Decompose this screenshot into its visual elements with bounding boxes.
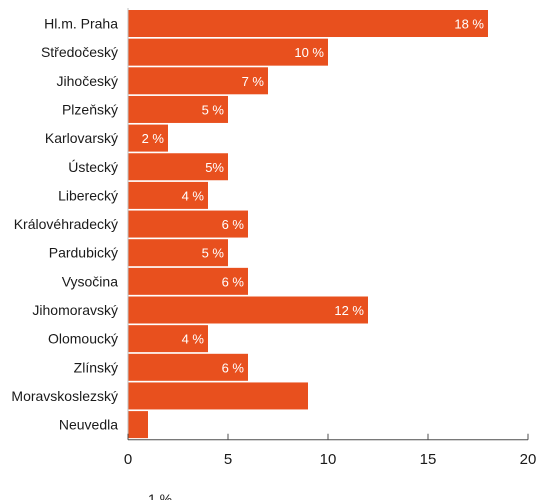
bar — [128, 267, 248, 295]
category-label: Moravskoslezský — [11, 388, 118, 404]
data-label: 4 % — [182, 188, 205, 203]
data-label: 5 % — [202, 246, 225, 261]
data-label: 2 % — [142, 131, 165, 146]
category-label: Ústecký — [68, 159, 118, 175]
data-label: 18 % — [454, 17, 484, 32]
data-label: 5 % — [202, 102, 225, 117]
outside-data-label: 1 % — [148, 491, 172, 500]
bar — [128, 181, 208, 209]
x-tick-label: 5 — [224, 451, 232, 468]
category-label: Královéhradecký — [14, 216, 118, 232]
x-tick-label: 15 — [420, 451, 437, 468]
category-label: Jihočeský — [57, 73, 118, 89]
category-label: Vysočina — [62, 273, 119, 289]
category-label: Pardubický — [49, 245, 118, 261]
x-tick-label: 20 — [520, 451, 537, 468]
bar — [128, 10, 488, 37]
category-label: Zlínský — [74, 359, 118, 375]
bar — [128, 296, 368, 324]
bar — [128, 67, 268, 95]
category-label: Jihomoravský — [32, 302, 118, 318]
bar — [128, 325, 208, 353]
data-label: 6 % — [222, 360, 245, 375]
category-label: Liberecký — [58, 187, 118, 203]
bar — [128, 124, 168, 152]
bar — [128, 38, 328, 66]
data-label: 7 % — [242, 74, 265, 89]
bar — [128, 153, 228, 181]
bar — [128, 353, 248, 381]
category-label: Hl.m. Praha — [44, 16, 118, 32]
x-tick-label: 10 — [320, 451, 337, 468]
data-label: 5% — [205, 160, 224, 175]
category-label: Olomoucký — [48, 331, 118, 347]
data-label: 6 % — [222, 274, 245, 289]
category-label: Karlovarský — [45, 130, 118, 146]
bar — [128, 239, 228, 267]
data-label: 10 % — [294, 45, 324, 60]
bar — [128, 411, 148, 439]
data-label: 6 % — [222, 217, 245, 232]
category-label: Neuvedla — [59, 417, 118, 433]
bar — [128, 210, 248, 238]
x-tick-label: 0 — [124, 451, 132, 468]
category-label: Plzeňský — [62, 101, 118, 117]
data-label: 12 % — [334, 303, 364, 318]
data-label: 4 % — [182, 332, 205, 347]
category-label: Středočeský — [41, 44, 118, 60]
bar — [128, 95, 228, 123]
bar — [128, 382, 308, 410]
